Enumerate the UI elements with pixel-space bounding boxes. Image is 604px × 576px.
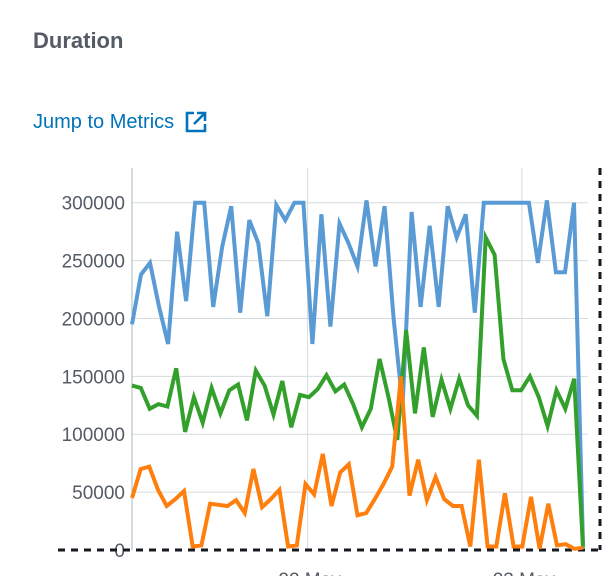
y-tick-label: 100000 [62, 425, 125, 446]
jump-to-metrics-label: Jump to Metrics [33, 110, 175, 133]
y-tick-label: 250000 [62, 252, 125, 273]
widget-title: Duration [33, 28, 124, 53]
y-tick-label: 0 [114, 541, 125, 562]
series-3-line [130, 376, 584, 551]
x-tick-label: 22 May [278, 570, 341, 576]
y-tick-label: 150000 [62, 367, 125, 388]
series-2-line [131, 229, 585, 548]
x-tick-label: 23 May [493, 570, 556, 576]
jump-to-metrics-link[interactable]: Jump to Metrics [33, 110, 208, 134]
series-1-line [130, 198, 585, 545]
external-link-icon [184, 110, 208, 134]
y-tick-label: 300000 [62, 194, 125, 215]
y-tick-label: 200000 [62, 309, 125, 330]
y-tick-label: 50000 [72, 483, 125, 504]
